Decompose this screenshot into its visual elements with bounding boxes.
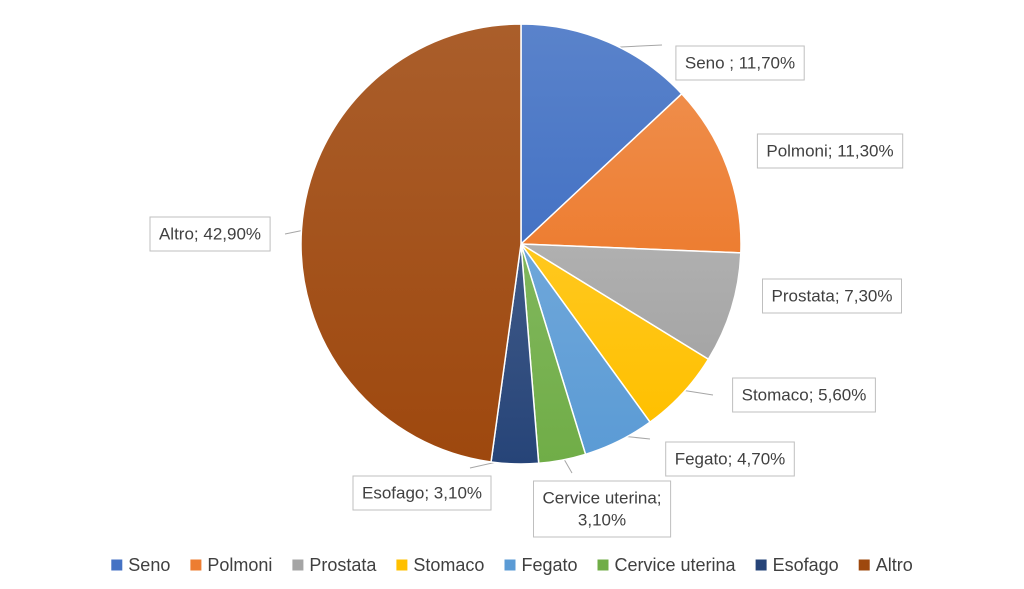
legend-swatch (111, 559, 123, 571)
legend-item-stomaco: Stomaco (396, 555, 484, 575)
data-label-seno: Seno ; 11,70% (675, 45, 805, 81)
legend-label: Altro (876, 555, 913, 575)
legend-swatch (597, 559, 609, 571)
legend-item-polmoni: Polmoni (190, 555, 272, 575)
data-label-text: Altro; 42,90% (159, 225, 261, 244)
legend-label: Stomaco (413, 555, 484, 575)
legend-swatch (858, 559, 870, 571)
pie-slice-polmoni (519, 92, 742, 254)
data-label-text: Prostata; 7,30% (772, 287, 893, 306)
data-label-text: Esofago; 3,10% (362, 484, 482, 503)
pie-slices (300, 23, 742, 465)
data-label-text: 3,10% (578, 511, 626, 530)
data-labels: Seno ; 11,70% Polmoni; 11,30% Prostata; 7,… (149, 45, 904, 538)
data-label-esofago: Esofago; 3,10% (352, 475, 492, 511)
legend-label: Prostata (309, 555, 377, 575)
legend-item-cervice-uterina: Cervice uterina (597, 555, 737, 575)
data-label-text: Seno ; 11,70% (685, 54, 795, 73)
legend-item-prostata: Prostata (292, 555, 377, 575)
legend-item-fegato: Fegato (504, 555, 578, 575)
legend-swatch (292, 559, 304, 571)
data-label-prostata: Prostata; 7,30% (762, 278, 902, 314)
legend-swatch (190, 559, 202, 571)
data-label-polmoni: Polmoni; 11,30% (756, 133, 904, 169)
data-label-cervice-uterina: Cervice uterina; 3,10% (533, 480, 672, 538)
legend-swatch (504, 559, 516, 571)
data-label-text: Stomaco; 5,60% (742, 386, 867, 405)
legend-label: Seno (128, 555, 170, 575)
pie-slice-prostata (518, 243, 742, 361)
data-label-fegato: Fegato; 4,70% (665, 441, 795, 477)
legend-label: Fegato (522, 555, 578, 575)
legend-swatch (755, 559, 767, 571)
legend-label: Cervice uterina (615, 555, 737, 575)
data-label-stomaco: Stomaco; 5,60% (732, 377, 876, 413)
legend-label: Polmoni (207, 555, 272, 575)
data-label-text: Polmoni; 11,30% (766, 142, 893, 161)
data-label-text: Cervice uterina; (542, 489, 661, 508)
legend-item-altro: Altro (858, 555, 913, 575)
legend: Seno Polmoni Prostata Stomaco Fegato Cervice … (111, 555, 913, 575)
data-label-altro: Altro; 42,90% (149, 216, 271, 252)
data-label-text: Fegato; 4,70% (675, 450, 786, 469)
legend-label: Esofago (773, 555, 839, 575)
pie-slice-seno (520, 23, 683, 246)
pie-slice-altro (300, 23, 522, 463)
legend-item-seno: Seno (111, 555, 170, 575)
legend-item-esofago: Esofago (755, 555, 839, 575)
legend-swatch (396, 559, 408, 571)
